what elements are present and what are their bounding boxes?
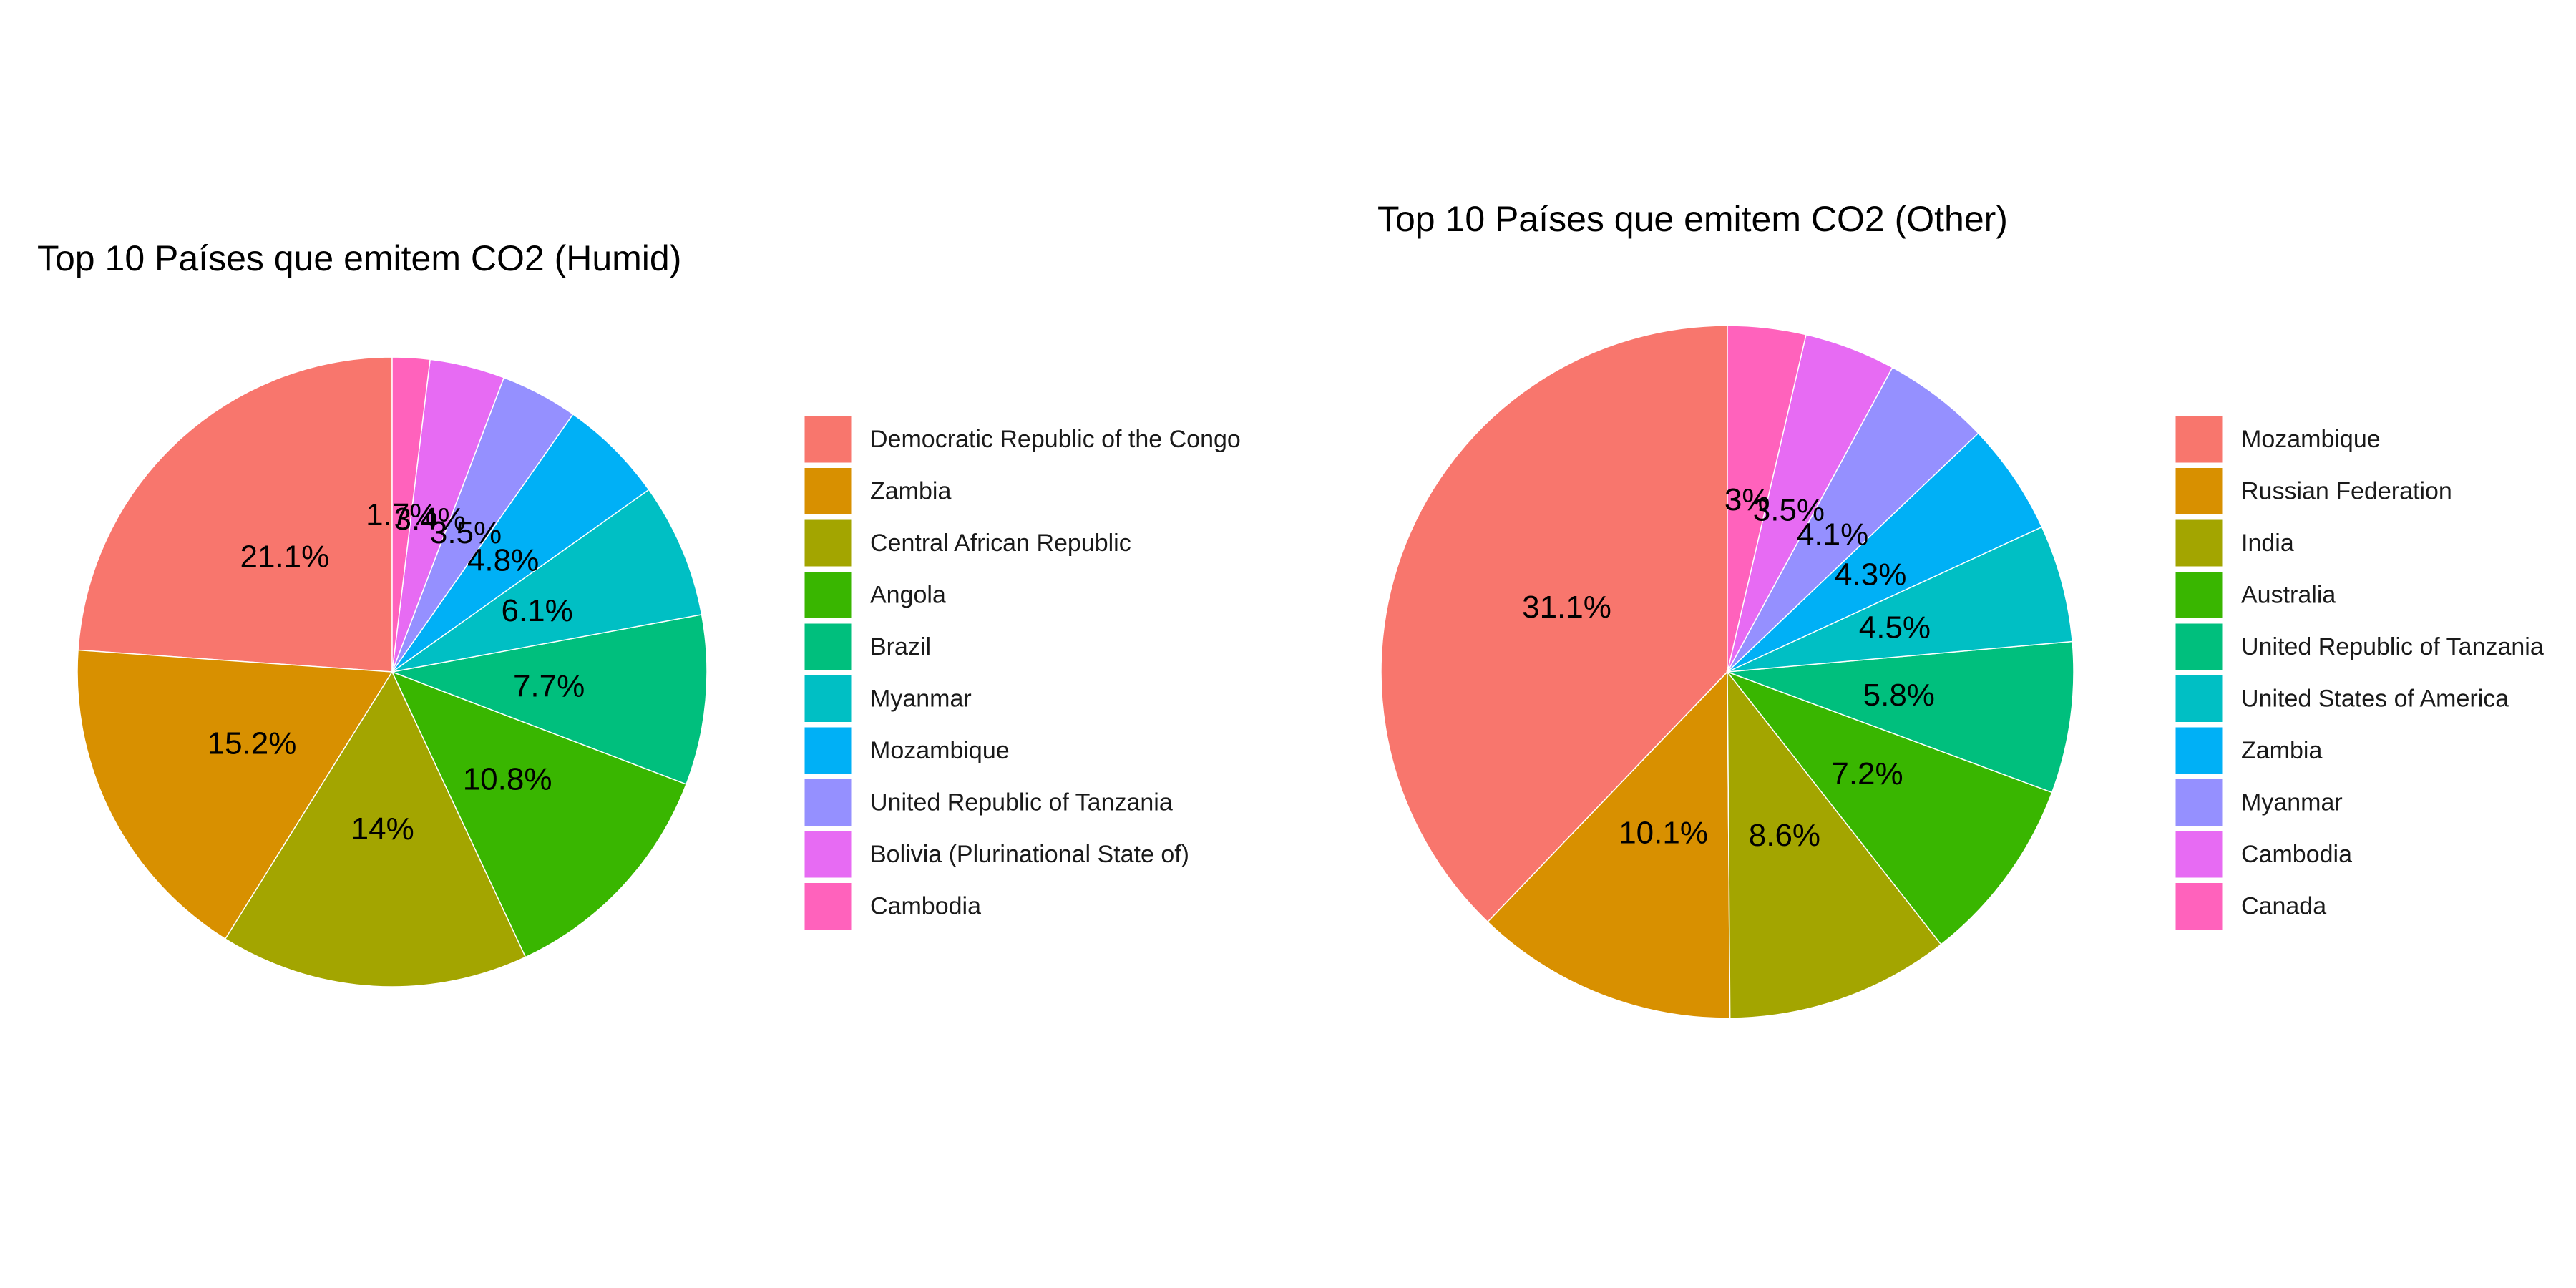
slice-label-united-republic-of-tanzania: 3.5% [430,515,502,550]
legend-key-australia [2175,571,2223,619]
legend-label-russian-federation: Russian Federation [2241,478,2452,505]
pie-slice-central-african-republic [224,670,527,987]
slice-label-zambia: 4.3% [1835,557,1906,592]
legend-key-united-republic-of-tanzania [2175,623,2223,671]
slice-label-myanmar: 4.1% [1797,517,1868,552]
slice-label-united-states-of-america: 4.5% [1859,610,1931,645]
pie-slice-australia [1725,670,2053,945]
legend-key-brazil [804,623,852,671]
legend-key-cambodia [804,882,852,930]
legend-label-india: India [2241,530,2294,557]
legend-label-zambia: Zambia [2241,737,2322,764]
slice-label-india: 8.6% [1749,818,1820,853]
pie-slice-mozambique [391,413,650,673]
pie-slice-myanmar [391,489,703,673]
pie-slice-canada [1727,325,1807,673]
legend-key-united-republic-of-tanzania [804,779,852,826]
legend-label-mozambique: Mozambique [2241,426,2381,453]
legend-label-united-republic-of-tanzania: United Republic of Tanzania [870,789,1173,816]
pie-slice-zambia [1727,432,2043,673]
legend-key-mozambique [804,726,852,775]
legend-label-zambia: Zambia [870,478,951,505]
legend-label-cambodia: Cambodia [870,893,981,920]
pie-slice-united-states-of-america [1727,526,2073,673]
pie-slice-zambia [77,649,394,940]
legend-key-myanmar [804,675,852,723]
slice-label-zambia: 15.2% [208,726,297,761]
legend-key-central-african-republic [804,519,852,567]
slice-label-democratic-republic-of-the-congo: 21.1% [240,540,330,575]
legend-key-russian-federation [2175,467,2223,515]
pie-slice-cambodia [391,356,431,673]
legend-key-india [2175,519,2223,567]
legend-label-myanmar: Myanmar [2241,789,2343,816]
legend-label-mozambique: Mozambique [870,737,1010,764]
pie-slice-india [1727,670,1942,1019]
pie-slice-brazil [390,613,708,785]
legend-key-angola [804,571,852,619]
slice-label-central-african-republic: 14% [351,811,414,847]
legend-other: Mozambique Russian Federation India Austral… [2175,415,2544,930]
pie-slice-angola [391,670,688,958]
chart-title-humid: Top 10 Países que emitem CO2 (Humid) [37,238,681,278]
pie-slice-myanmar [1727,366,1979,673]
pie-slice-russian-federation [1486,670,1731,1019]
legend-key-bolivia-plurinational-state-of [804,830,852,879]
pie-labels-other: 31.1% 10.1% 8.6% 7.2% 5.8% 4.5% 4.3% 4.1%3.5%3% [1522,482,1935,853]
legend-label-cambodia: Cambodia [2241,841,2352,868]
pie-slice-democratic-republic-of-the-congo [77,356,393,673]
pie-slice-mozambique [1380,325,1728,923]
slice-label-cambodia: 1.7% [366,497,437,532]
legend-key-democratic-republic-of-the-congo [804,415,852,464]
pie-slice-united-republic-of-tanzania [1727,640,2074,794]
pie-chart-other: Top 10 Países que emitem CO2 (Other) 31.… [1377,199,2544,1019]
slice-label-angola: 10.8% [463,761,552,796]
slice-label-brazil: 7.7% [513,668,585,703]
slice-label-myanmar: 6.1% [501,593,572,628]
slice-label-australia: 7.2% [1831,756,1903,791]
slice-label-united-republic-of-tanzania: 5.8% [1863,678,1935,713]
pie-chart-humid: Top 10 Países que emitem CO2 (Humid) 21.… [37,238,1241,987]
slice-label-bolivia-plurinational-state-of: 3.4% [394,502,466,537]
legend-label-australia: Australia [2241,582,2336,609]
legend-key-mozambique [2175,415,2223,464]
legend-label-central-african-republic: Central African Republic [870,530,1131,557]
legend-label-myanmar: Myanmar [870,686,972,713]
legend-label-united-states-of-america: United States of America [2241,686,2509,713]
pie-labels-humid: 21.1% 15.2% 14% 10.8% 7.7% 6.1% 4.8%3.5%3.4%1.… [208,497,585,847]
legend-key-canada [2175,882,2223,930]
slice-label-mozambique: 31.1% [1522,590,1611,625]
legend-key-zambia [804,467,852,515]
pie-slices-other [1380,325,2074,1019]
slice-label-canada: 3% [1724,482,1770,517]
chart-title-other: Top 10 Países que emitem CO2 (Other) [1377,199,2008,239]
legend-label-angola: Angola [870,582,946,609]
legend-label-united-republic-of-tanzania: United Republic of Tanzania [2241,633,2544,660]
slice-label-russian-federation: 10.1% [1619,815,1708,850]
legend-key-myanmar [2175,779,2223,826]
legend-label-democratic-republic-of-the-congo: Democratic Republic of the Congo [870,426,1241,453]
legend-label-bolivia-plurinational-state-of: Bolivia (Plurinational State of) [870,841,1189,868]
legend-label-brazil: Brazil [870,633,931,660]
slice-label-cambodia: 3.5% [1753,492,1825,527]
legend-humid: Democratic Republic of the Congo Zambia Ce… [804,415,1241,930]
legend-key-united-states-of-america [2175,675,2223,723]
slice-label-mozambique: 4.8% [467,543,539,578]
legend-label-canada: Canada [2241,893,2326,920]
legend-key-zambia [2175,726,2223,775]
legend-key-cambodia [2175,830,2223,879]
pie-slices-humid [77,356,708,987]
